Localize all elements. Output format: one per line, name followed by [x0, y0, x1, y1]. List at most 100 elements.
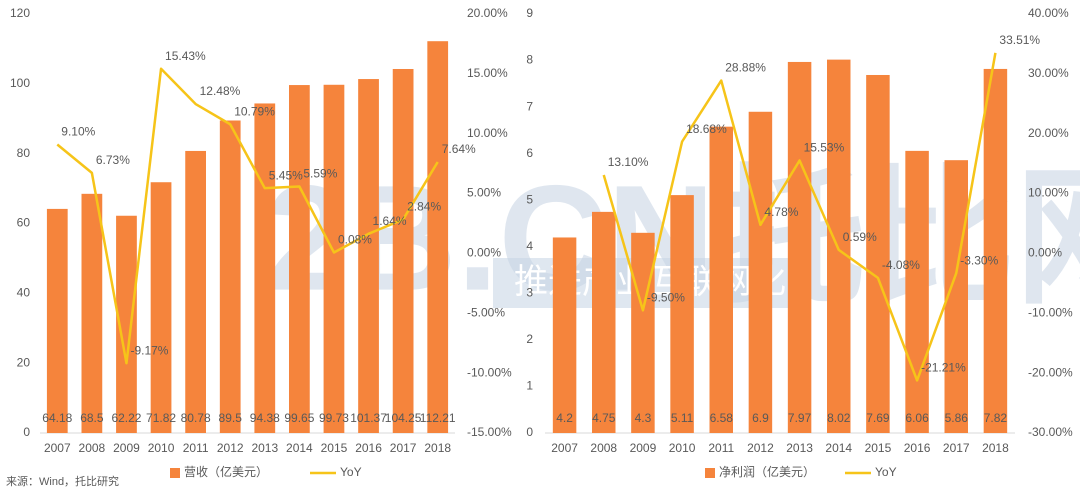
bar [116, 215, 137, 433]
bar [323, 84, 345, 433]
bar [392, 68, 414, 434]
bar [748, 111, 773, 434]
source-note: 来源：Wind，托比研究 [6, 474, 119, 488]
bar-value-label: 99.73 [319, 411, 349, 425]
x-tick-label: 2009 [113, 441, 140, 455]
bar-value-label: 8.02 [827, 411, 851, 425]
y-tick-label: 2 [526, 332, 533, 346]
bar-value-label: 5.86 [945, 411, 969, 425]
y-tick-label: 80 [17, 146, 31, 160]
bar-value-label: 4.75 [592, 411, 616, 425]
bar [219, 120, 241, 433]
y-tick-label: 60 [17, 216, 31, 230]
y-tick-label: 9 [526, 6, 533, 20]
legend-label: YoY [340, 465, 362, 479]
bar [46, 208, 68, 433]
y-tick-label: 1 [526, 379, 533, 393]
bar [81, 193, 103, 433]
bar-value-label: 62.22 [111, 411, 141, 425]
y2-tick-label: 10.00% [1028, 186, 1069, 200]
bar-value-label: 7.97 [788, 411, 812, 425]
y-tick-label: 3 [526, 286, 533, 300]
bar [358, 79, 379, 434]
line-value-label: -21.21% [921, 361, 966, 375]
line-value-label: 5.45% [269, 168, 303, 182]
line-value-label: 9.10% [61, 125, 95, 139]
x-tick-label: 2011 [183, 441, 209, 455]
y-tick-label: 20 [17, 355, 31, 369]
line-value-label: 12.48% [200, 84, 241, 98]
line-value-label: 6.73% [96, 153, 130, 167]
line-value-label: 28.88% [725, 61, 766, 75]
line [602, 52, 997, 382]
line-value-label: 0.59% [843, 230, 877, 244]
y2-tick-label: 0.00% [467, 246, 501, 260]
bar [905, 150, 929, 433]
line-value-label: -3.30% [960, 253, 998, 267]
legend-swatch [170, 468, 180, 478]
x-tick-label: 2007 [44, 441, 71, 455]
x-tick-label: 2017 [943, 441, 970, 455]
bar [944, 160, 968, 433]
y2-tick-label: 20.00% [1028, 126, 1069, 140]
bar [827, 59, 851, 433]
bar [427, 41, 449, 434]
bar [709, 126, 733, 434]
x-tick-label: 2014 [286, 441, 313, 455]
y2-tick-label: -5.00% [467, 305, 505, 319]
legend-label: YoY [875, 465, 897, 479]
x-tick-label: 2008 [79, 441, 106, 455]
x-tick-label: 2018 [424, 441, 451, 455]
y2-tick-label: 10.00% [467, 126, 508, 140]
bar-value-label: 7.82 [984, 411, 1008, 425]
line [56, 67, 439, 365]
line-value-label: 4.78% [764, 205, 798, 219]
y2-tick-label: -15.00% [467, 425, 512, 439]
line-value-label: 13.10% [608, 155, 649, 169]
y2-tick-label: -10.00% [467, 365, 512, 379]
x-tick-label: 2012 [217, 441, 244, 455]
bar [631, 232, 655, 433]
x-tick-label: 2007 [551, 441, 578, 455]
y-tick-label: 8 [526, 53, 533, 67]
y-tick-label: 0 [23, 425, 30, 439]
line-value-label: 33.51% [999, 33, 1040, 47]
legend-label: 营收（亿美元） [184, 464, 268, 479]
x-tick-label: 2016 [904, 441, 931, 455]
y2-tick-label: 20.00% [467, 6, 508, 20]
y2-tick-label: 30.00% [1028, 66, 1069, 80]
bar-value-label: 101.37 [350, 411, 387, 425]
bar-value-label: 104.25 [385, 411, 422, 425]
y2-tick-label: 5.00% [467, 186, 501, 200]
line-value-label: -9.17% [130, 343, 168, 357]
bar-value-label: 112.21 [420, 411, 456, 425]
legend-label: 净利润（亿美元） [719, 464, 815, 479]
line-value-label: -4.08% [882, 258, 920, 272]
bar [670, 195, 694, 433]
x-tick-label: 2013 [251, 441, 278, 455]
line-value-label: 10.79% [234, 104, 275, 118]
bar-value-label: 7.69 [866, 411, 890, 425]
bar-value-label: 5.11 [671, 411, 694, 425]
x-tick-label: 2012 [747, 441, 774, 455]
bar [150, 182, 172, 433]
x-tick-label: 2010 [148, 441, 175, 455]
bar [983, 68, 1008, 434]
x-tick-label: 2017 [390, 441, 417, 455]
bar [552, 237, 577, 433]
bar-value-label: 80.78 [181, 411, 211, 425]
y-tick-label: 6 [526, 146, 533, 160]
line-value-label: 5.59% [303, 167, 337, 181]
bar-value-label: 68.5 [80, 411, 104, 425]
y-tick-label: 5 [526, 192, 533, 206]
bar-value-label: 99.65 [284, 411, 314, 425]
bar-value-label: 6.9 [752, 411, 769, 425]
y2-tick-label: -20.00% [1028, 365, 1073, 379]
bar [866, 74, 890, 433]
bar-value-label: 71.82 [146, 411, 176, 425]
y2-tick-label: -30.00% [1028, 425, 1073, 439]
y-tick-label: 7 [526, 99, 533, 113]
bar-value-label: 6.06 [905, 411, 929, 425]
bar-value-label: 4.2 [556, 411, 573, 425]
